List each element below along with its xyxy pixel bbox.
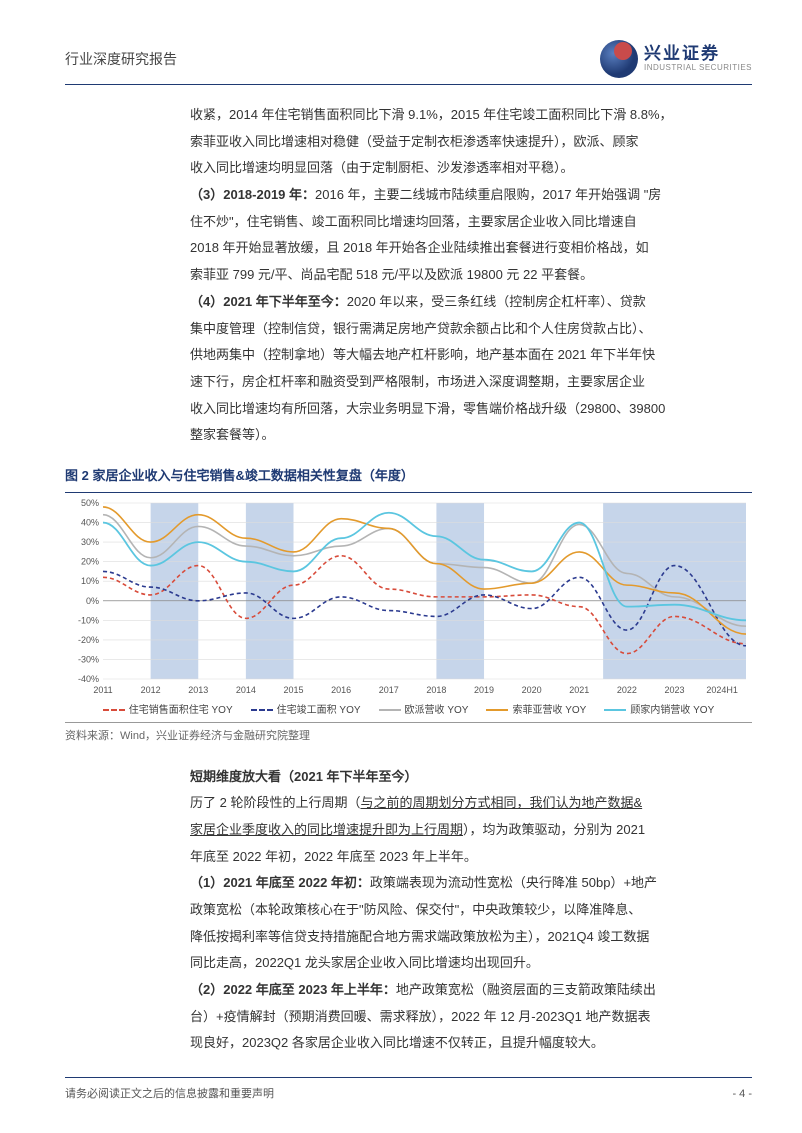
chart-section: 图 2 家居企业收入与住宅销售&竣工数据相关性复盘（年度） -40% -30% -2… [65, 464, 752, 747]
svg-text:30%: 30% [81, 537, 99, 547]
svg-text:2013: 2013 [188, 685, 208, 695]
paragraph-block-1: 收紧，2014 年住宅销售面积同比下滑 9.1%，2015 年住宅竣工面积同比下… [190, 103, 752, 448]
legend-item: 索菲亚营收 YOY [486, 701, 586, 720]
legend-item: 顾家内销营收 YOY [604, 701, 714, 720]
svg-text:2021: 2021 [569, 685, 589, 695]
svg-text:2019: 2019 [474, 685, 494, 695]
svg-text:40%: 40% [81, 517, 99, 527]
legend-item: 欧派营收 YOY [379, 701, 469, 720]
logo-en: INDUSTRIAL SECURITIES [644, 64, 752, 73]
svg-text:2023: 2023 [665, 685, 685, 695]
chart-title: 图 2 家居企业收入与住宅销售&竣工数据相关性复盘（年度） [65, 464, 752, 493]
chart-legend: 住宅销售面积住宅 YOY 住宅竣工面积 YOY 欧派营收 YOY 索菲亚营收 YOY 顾… [65, 701, 752, 720]
svg-text:2020: 2020 [522, 685, 542, 695]
svg-text:2011: 2011 [93, 685, 112, 695]
page-footer: 请务必阅读正文之后的信息披露和重要声明 - 4 - [65, 1077, 752, 1105]
svg-text:10%: 10% [81, 576, 99, 586]
page-number: - 4 - [732, 1084, 752, 1105]
paragraph-block-2: 短期维度放大看（2021 年下半年至今） 历了 2 轮阶段性的上行周期（与之前的… [190, 765, 752, 1057]
report-type: 行业深度研究报告 [65, 46, 177, 73]
svg-text:2014: 2014 [236, 685, 256, 695]
company-logo: 兴业证券 INDUSTRIAL SECURITIES [600, 40, 752, 78]
legend-item: 住宅竣工面积 YOY [251, 701, 361, 720]
svg-text:0%: 0% [86, 595, 99, 605]
svg-text:50%: 50% [81, 498, 99, 508]
svg-text:2015: 2015 [284, 685, 304, 695]
svg-text:2022: 2022 [617, 685, 637, 695]
footer-disclaimer: 请务必阅读正文之后的信息披露和重要声明 [65, 1084, 274, 1105]
chart-source: 资料来源：Wind，兴业证券经济与金融研究院整理 [65, 722, 752, 747]
logo-mark-icon [600, 40, 638, 78]
svg-text:2016: 2016 [331, 685, 351, 695]
svg-text:20%: 20% [81, 556, 99, 566]
page-header: 行业深度研究报告 兴业证券 INDUSTRIAL SECURITIES [65, 40, 752, 85]
svg-text:-30%: -30% [78, 654, 99, 664]
svg-text:2024H1: 2024H1 [706, 685, 738, 695]
logo-cn: 兴业证券 [644, 45, 752, 64]
legend-item: 住宅销售面积住宅 YOY [103, 701, 233, 720]
svg-text:2017: 2017 [379, 685, 399, 695]
svg-text:2018: 2018 [426, 685, 446, 695]
line-chart: -40% -30% -20% -10% 0% 10% 20% 30% 40% 50% 2011 201… [65, 497, 752, 697]
svg-text:-20%: -20% [78, 635, 99, 645]
svg-text:-40%: -40% [78, 674, 99, 684]
svg-text:-10%: -10% [78, 615, 99, 625]
svg-text:2012: 2012 [141, 685, 161, 695]
